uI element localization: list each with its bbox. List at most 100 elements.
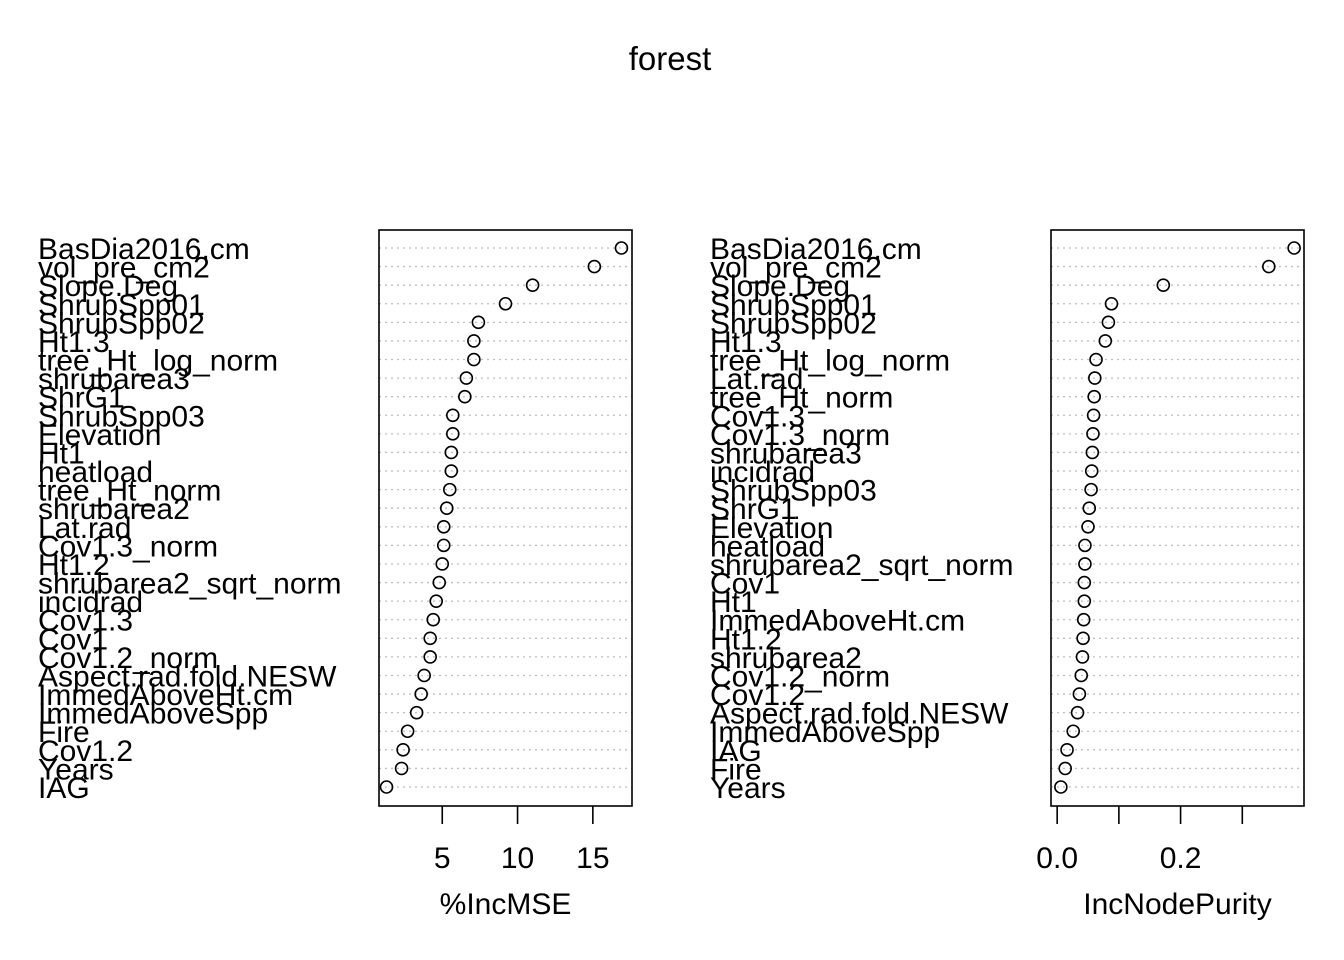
plot-frame [1050, 229, 1305, 807]
data-point [614, 241, 629, 255]
category-label: Ht1.3 [38, 326, 110, 359]
category-label: incidrad [38, 586, 143, 619]
category-label: Cov1.2 [710, 679, 805, 712]
category-label: IAG [38, 772, 90, 805]
category-label: tree_Ht_log_norm [710, 345, 950, 378]
data-point [1076, 631, 1090, 646]
data-point [435, 557, 450, 571]
data-point [414, 687, 428, 701]
data-point [1084, 482, 1098, 497]
category-label: Cov1.3 [38, 605, 133, 638]
data-point [442, 482, 457, 497]
category-label: Years [38, 753, 114, 786]
data-point [1077, 575, 1092, 590]
data-point [467, 352, 481, 367]
category-label: Ht1.2 [38, 549, 110, 582]
data-point [432, 575, 447, 590]
category-label: Cov1.2_norm [710, 660, 890, 693]
x-axis-label: IncNodePurity [1083, 888, 1271, 921]
data-point [394, 761, 409, 776]
category-label: Lat.rad [38, 512, 131, 545]
category-label: ShrubSpp01 [710, 289, 877, 322]
data-point [444, 445, 459, 460]
category-label: shrubarea2_sqrt_norm [710, 549, 1014, 582]
category-label: Elevation [710, 512, 833, 545]
data-point [1101, 315, 1116, 330]
data-point [439, 501, 454, 516]
data-point [1070, 705, 1085, 720]
chart-title: forest [629, 40, 712, 77]
category-label: Cov1.3 [710, 400, 805, 433]
data-point [1088, 371, 1102, 385]
data-point [1156, 278, 1171, 292]
category-label: Fire [38, 716, 90, 749]
data-point [1060, 743, 1074, 757]
category-label: Cov1.2 [38, 735, 133, 768]
data-point [1287, 241, 1301, 255]
data-point [429, 594, 444, 608]
data-point [417, 668, 431, 683]
x-axis-label: %IncMSE [440, 888, 572, 921]
category-label: ShrG1 [38, 382, 125, 415]
category-label: Years [710, 772, 786, 805]
x-tick-label: 10 [501, 842, 534, 875]
x-tick-label: 0.2 [1160, 842, 1202, 875]
data-point [1087, 389, 1101, 404]
category-label: vol_pre_cm2 [38, 252, 210, 285]
category-label: BasDia2016.cm [38, 233, 250, 266]
data-point [423, 650, 438, 664]
data-point [1089, 352, 1103, 367]
data-point [498, 296, 513, 311]
category-label: ImmedAboveHt.cm [710, 605, 965, 638]
category-label: Cov1.2_norm [38, 642, 218, 675]
data-point [525, 278, 540, 292]
category-label: Fire [710, 753, 762, 786]
data-point [1078, 557, 1092, 571]
data-point [1054, 780, 1068, 794]
category-label: Slope.Deg [710, 270, 850, 303]
category-label: Cov1 [38, 623, 108, 656]
data-point [436, 519, 451, 534]
data-point [458, 389, 472, 404]
category-label: tree_Ht_log_norm [38, 345, 278, 378]
data-point [1072, 687, 1087, 701]
category-label: tree_Ht_norm [38, 475, 221, 508]
category-label: heatload [710, 530, 825, 563]
data-point [409, 705, 424, 720]
x-tick-label: 0.0 [1036, 842, 1078, 875]
category-label: Cov1 [710, 568, 780, 601]
category-label: Aspect.rad.fold.NESW [38, 660, 337, 693]
category-label: Ht1.3 [710, 326, 782, 359]
category-label: Cov1.3_norm [710, 419, 890, 452]
category-label: ImmedAboveHt.cm [38, 679, 293, 712]
data-point [400, 724, 415, 739]
data-point [1081, 519, 1095, 534]
category-label: shrubarea3 [710, 437, 862, 470]
category-label: ShrubSpp02 [38, 307, 205, 340]
category-label: incidrad [710, 456, 815, 489]
data-point [1066, 724, 1081, 739]
category-label: tree_Ht_norm [710, 382, 893, 415]
category-label: heatload [38, 456, 153, 489]
data-point [587, 259, 602, 274]
category-label: Ht1.2 [710, 623, 782, 656]
data-point [1058, 761, 1072, 776]
data-point [445, 408, 460, 423]
category-label: shrubarea2_sqrt_norm [38, 568, 342, 601]
category-label: ShrubSpp03 [38, 400, 205, 433]
category-label: vol_pre_cm2 [710, 252, 882, 285]
category-label: shrubarea2 [38, 493, 190, 526]
category-label: Ht1 [38, 437, 85, 470]
data-point [1104, 296, 1119, 311]
data-point [1076, 612, 1091, 627]
data-point [444, 464, 459, 478]
category-label: Slope.Deg [38, 270, 178, 303]
panel-incnodepurity: BasDia2016.cmvol_pre_cm2Slope.DegShrubSp… [710, 229, 1305, 921]
category-label: BasDia2016.cm [710, 233, 922, 266]
data-point [379, 780, 394, 794]
data-point [1078, 538, 1092, 553]
data-point [1086, 427, 1100, 441]
category-label: shrubarea3 [38, 363, 190, 396]
